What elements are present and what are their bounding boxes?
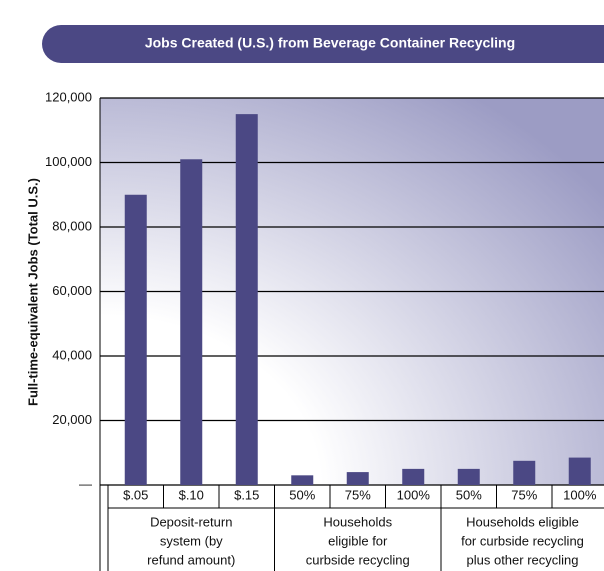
group-label: Households xyxy=(323,514,392,529)
bar xyxy=(346,472,369,485)
x-tick-label: 100% xyxy=(397,487,431,502)
group-label: Households eligible xyxy=(466,514,579,529)
group-label: system (by xyxy=(160,533,223,548)
group-label: eligible for xyxy=(328,533,388,548)
bar xyxy=(235,114,258,485)
bar xyxy=(513,460,536,485)
bar xyxy=(291,475,314,485)
chart-title: Jobs Created (U.S.) from Beverage Contai… xyxy=(145,35,515,51)
group-label: curbside recycling xyxy=(306,552,410,567)
x-tick-label: 50% xyxy=(456,487,482,502)
bar xyxy=(180,159,203,485)
y-tick-label: — xyxy=(79,476,92,491)
y-tick-label: 120,000 xyxy=(45,89,92,104)
x-tick-label: $.10 xyxy=(179,487,204,502)
y-tick-label: 20,000 xyxy=(52,412,92,427)
y-tick-label: 100,000 xyxy=(45,154,92,169)
title-banner xyxy=(42,25,604,63)
group-label: for curbside recycling xyxy=(461,533,584,548)
x-tick-label: $.15 xyxy=(234,487,259,502)
x-tick-label: 75% xyxy=(511,487,537,502)
x-tick-label: $.05 xyxy=(123,487,148,502)
y-tick-label: 60,000 xyxy=(52,283,92,298)
group-label: refund amount) xyxy=(147,552,235,567)
x-tick-label: 100% xyxy=(563,487,597,502)
bar xyxy=(402,468,425,485)
bar xyxy=(124,194,147,485)
bar xyxy=(457,468,480,485)
y-axis-label: Full-time-equivalent Jobs (Total U.S.) xyxy=(25,178,40,406)
x-tick-label: 50% xyxy=(289,487,315,502)
y-tick-label: 80,000 xyxy=(52,218,92,233)
group-label: plus other recycling xyxy=(467,552,579,567)
bar xyxy=(568,457,591,485)
y-tick-label: 40,000 xyxy=(52,347,92,362)
group-label: Deposit-return xyxy=(150,514,232,529)
x-tick-label: 75% xyxy=(345,487,371,502)
